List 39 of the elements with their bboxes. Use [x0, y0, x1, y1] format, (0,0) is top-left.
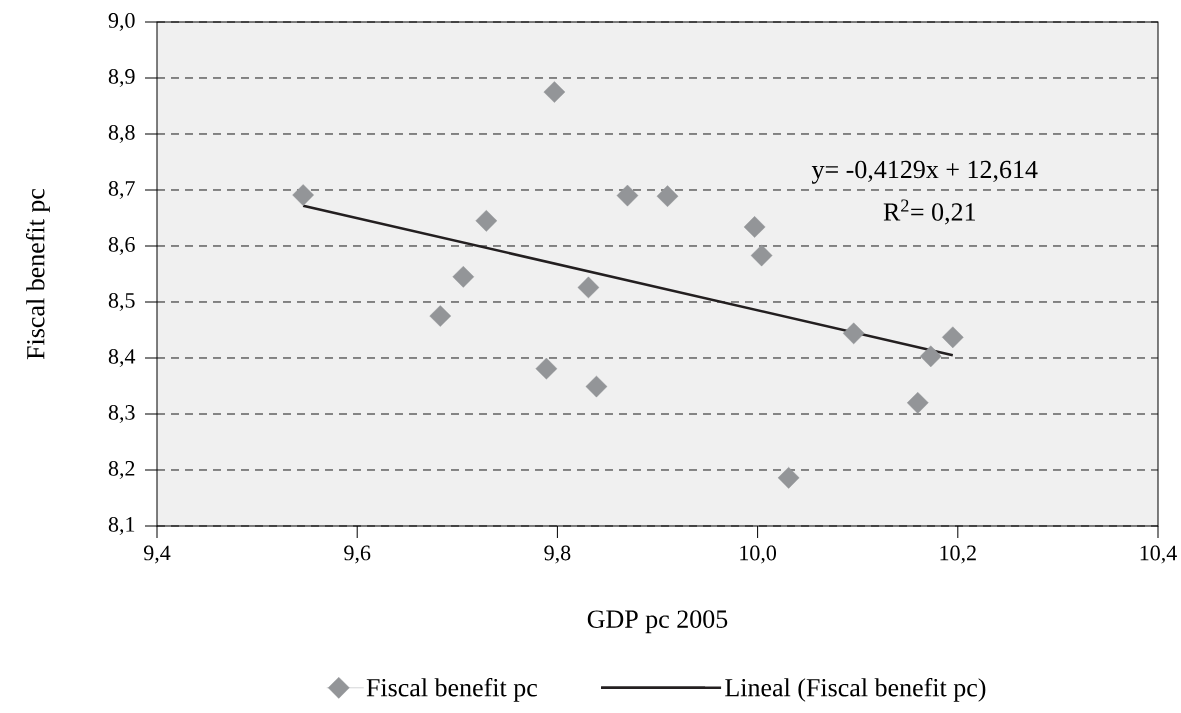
- point: [750, 244, 773, 267]
- point: [585, 375, 608, 398]
- annotation: R$^{2}$= 0,21: [883, 199, 976, 225]
- point: [842, 322, 865, 345]
- point: [919, 345, 942, 368]
- point: [656, 185, 679, 207]
- y-tick-label: 9,0: [108, 12, 135, 32]
- point: [429, 305, 452, 327]
- y-tick-label: 8,2: [108, 460, 135, 480]
- x-tick-label: 9,4: [143, 545, 171, 564]
- y-tick-label: 8,5: [108, 292, 135, 312]
- y-tick-label: 8,4: [108, 348, 136, 368]
- legend-label: Lineal (Fiscal benefit pc): [725, 677, 986, 702]
- legend-label: Fiscal benefit pc: [366, 677, 537, 702]
- point: [577, 276, 600, 299]
- x-tick-label: 9,8: [544, 545, 571, 564]
- x-axis-title: GDP pc 2005: [587, 610, 728, 634]
- annotation: y= -0,4129x + 12,614: [811, 160, 1038, 184]
- x-tick-label: 10,2: [940, 545, 976, 564]
- x-tick-label: 10,0: [740, 545, 777, 564]
- point: [452, 265, 475, 288]
- y-tick-label: 8,9: [108, 68, 135, 88]
- y-axis-title: Fiscal benefit pc: [25, 188, 50, 360]
- point: [543, 81, 566, 103]
- y-tick-label: 8,3: [108, 404, 135, 424]
- point: [743, 216, 766, 238]
- y-tick-label: 8,6: [108, 236, 135, 256]
- x-tick-label: 9,6: [344, 545, 371, 564]
- point: [906, 391, 929, 414]
- point: [777, 467, 800, 489]
- y-tick-label: 8,1: [108, 516, 135, 536]
- point: [535, 357, 558, 380]
- point: [941, 326, 964, 349]
- point: [475, 209, 498, 232]
- y-tick-label: 8,7: [108, 180, 135, 200]
- y-tick-label: 8,8: [108, 124, 135, 144]
- point: [292, 184, 314, 206]
- x-tick-label: 10,4: [1140, 545, 1177, 564]
- point: [616, 184, 639, 207]
